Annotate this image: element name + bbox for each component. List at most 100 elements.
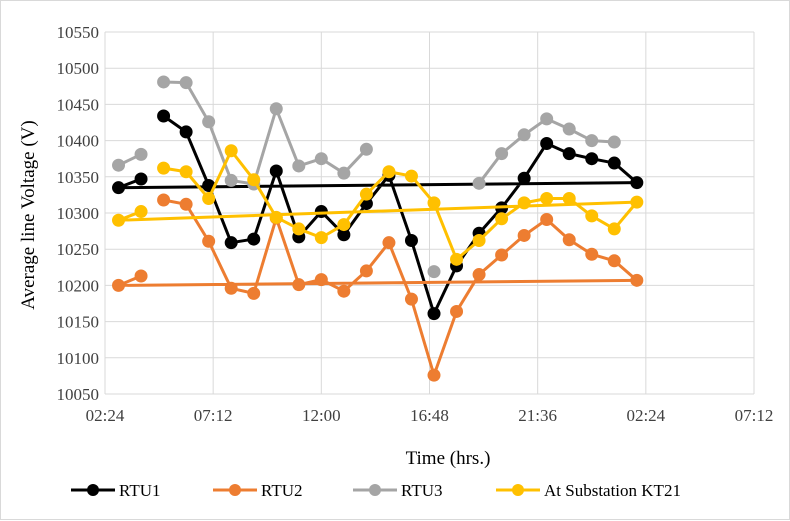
legend-item: RTU1: [71, 481, 160, 500]
data-point: [607, 156, 621, 170]
data-point: [630, 195, 644, 209]
legend-marker: [369, 484, 381, 496]
data-point: [517, 128, 531, 142]
y-tick-label: 10200: [57, 276, 100, 295]
data-point: [359, 264, 373, 278]
y-tick-label: 10100: [57, 349, 100, 368]
data-point: [472, 268, 486, 282]
data-point: [585, 152, 599, 166]
data-point: [427, 265, 441, 279]
data-point: [472, 234, 486, 248]
y-tick-labels: 10050 10100 10150 10200 10250 10300 10350 10400…: [57, 23, 100, 404]
x-tick-label: 07:12: [735, 406, 774, 425]
data-point: [134, 205, 148, 219]
data-point: [134, 172, 148, 186]
y-tick-label: 10550: [57, 23, 100, 42]
data-point: [247, 232, 261, 246]
data-point: [382, 165, 396, 179]
data-point: [495, 147, 509, 161]
series-rtu3: [112, 75, 621, 279]
data-point: [112, 181, 126, 195]
data-point: [404, 234, 418, 248]
x-axis-title: Time (hrs.): [406, 448, 491, 469]
data-point: [562, 233, 576, 247]
series-line: [163, 80, 368, 186]
data-point: [562, 147, 576, 161]
data-point: [112, 213, 126, 227]
y-tick-label: 10350: [57, 168, 100, 187]
data-point: [630, 176, 644, 190]
x-tick-label: 16:48: [410, 406, 449, 425]
legend-label: RTU1: [119, 481, 160, 500]
data-point: [517, 171, 531, 185]
data-point: [427, 196, 441, 210]
data-point: [157, 161, 171, 175]
y-tick-label: 10500: [57, 59, 100, 78]
data-point: [540, 112, 554, 126]
data-point: [269, 102, 283, 116]
data-point: [224, 236, 238, 250]
data-point: [269, 164, 283, 178]
y-axis-title: Average line Voltage (V): [18, 120, 39, 309]
data-point: [112, 158, 126, 172]
data-point: [540, 136, 554, 150]
data-point: [450, 252, 464, 266]
data-point: [157, 75, 171, 89]
data-point: [292, 278, 306, 292]
data-point: [495, 212, 509, 226]
legend: RTU1 RTU2 RTU3 At Substation KT21: [71, 481, 681, 500]
legend-label: RTU3: [401, 481, 442, 500]
legend-label: RTU2: [261, 481, 302, 500]
y-tick-label: 10450: [57, 95, 100, 114]
data-point: [607, 135, 621, 149]
grid: [104, 31, 755, 395]
y-tick-label: 10400: [57, 132, 100, 151]
data-point: [224, 281, 238, 295]
legend-item: RTU2: [213, 481, 302, 500]
data-point: [179, 165, 193, 179]
data-point: [202, 192, 216, 206]
series-line: [117, 198, 639, 377]
data-point: [202, 115, 216, 129]
y-tick-label: 10250: [57, 240, 100, 259]
data-point: [540, 213, 554, 227]
data-point: [179, 76, 193, 90]
legend-item: RTU3: [353, 481, 442, 500]
legend-item: At Substation KT21: [496, 481, 681, 500]
data-point: [179, 125, 193, 139]
data-point: [134, 147, 148, 161]
data-point: [314, 231, 328, 245]
data-point: [607, 222, 621, 236]
data-point: [404, 169, 418, 183]
data-point: [562, 192, 576, 206]
data-point: [585, 247, 599, 261]
data-point: [134, 269, 148, 283]
data-point: [404, 292, 418, 306]
legend-marker: [87, 484, 99, 496]
data-point: [585, 134, 599, 148]
data-point: [247, 286, 261, 300]
data-point: [382, 236, 396, 250]
data-point: [292, 222, 306, 236]
series-at-substation-kt21: [112, 144, 644, 266]
data-point: [607, 254, 621, 268]
series-lines: [112, 75, 644, 382]
data-point: [495, 248, 509, 262]
data-point: [224, 173, 238, 187]
data-point: [450, 304, 464, 318]
x-tick-label: 21:36: [518, 406, 557, 425]
legend-label: At Substation KT21: [544, 481, 681, 500]
data-point: [359, 142, 373, 156]
data-point: [337, 166, 351, 180]
y-tick-label: 10050: [57, 385, 100, 404]
data-point: [292, 159, 306, 173]
data-point: [337, 284, 351, 298]
data-point: [517, 196, 531, 210]
series-line: [117, 149, 639, 261]
data-point: [179, 197, 193, 211]
data-point: [540, 192, 554, 206]
data-point: [427, 368, 441, 382]
x-tick-label: 07:12: [194, 406, 233, 425]
legend-marker: [229, 484, 241, 496]
